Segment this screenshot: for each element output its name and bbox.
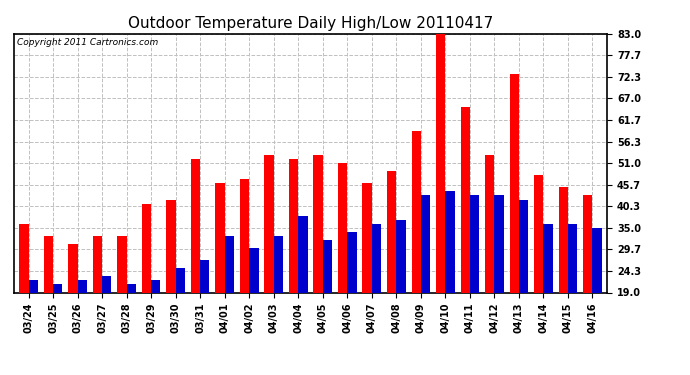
Bar <box>68 244 77 292</box>
Bar <box>176 268 185 292</box>
Bar <box>53 284 62 292</box>
Bar <box>485 155 495 292</box>
Bar <box>166 200 176 292</box>
Bar <box>593 228 602 292</box>
Bar <box>19 224 28 292</box>
Bar <box>298 216 308 292</box>
Bar <box>249 248 259 292</box>
Bar <box>126 284 136 292</box>
Bar <box>191 159 200 292</box>
Bar <box>151 280 161 292</box>
Bar <box>289 159 298 292</box>
Bar <box>372 224 381 292</box>
Bar <box>225 236 234 292</box>
Bar <box>411 131 421 292</box>
Bar <box>460 106 470 292</box>
Bar <box>240 179 249 292</box>
Bar <box>436 34 445 292</box>
Bar <box>117 236 126 292</box>
Bar <box>519 200 529 292</box>
Bar <box>470 195 479 292</box>
Bar <box>583 195 593 292</box>
Bar <box>495 195 504 292</box>
Bar <box>142 204 151 292</box>
Bar <box>568 224 578 292</box>
Bar <box>559 188 568 292</box>
Bar <box>510 74 519 292</box>
Title: Outdoor Temperature Daily High/Low 20110417: Outdoor Temperature Daily High/Low 20110… <box>128 16 493 31</box>
Bar <box>274 236 283 292</box>
Bar <box>28 280 38 292</box>
Bar <box>396 220 406 292</box>
Bar <box>421 195 430 292</box>
Text: Copyright 2011 Cartronics.com: Copyright 2011 Cartronics.com <box>17 38 158 46</box>
Bar <box>92 236 102 292</box>
Bar <box>313 155 323 292</box>
Bar <box>362 183 372 292</box>
Bar <box>102 276 111 292</box>
Bar <box>544 224 553 292</box>
Bar <box>264 155 274 292</box>
Bar <box>323 240 332 292</box>
Bar <box>338 163 347 292</box>
Bar <box>347 232 357 292</box>
Bar <box>215 183 225 292</box>
Bar <box>43 236 53 292</box>
Bar <box>534 175 544 292</box>
Bar <box>445 191 455 292</box>
Bar <box>200 260 210 292</box>
Bar <box>387 171 396 292</box>
Bar <box>77 280 87 292</box>
